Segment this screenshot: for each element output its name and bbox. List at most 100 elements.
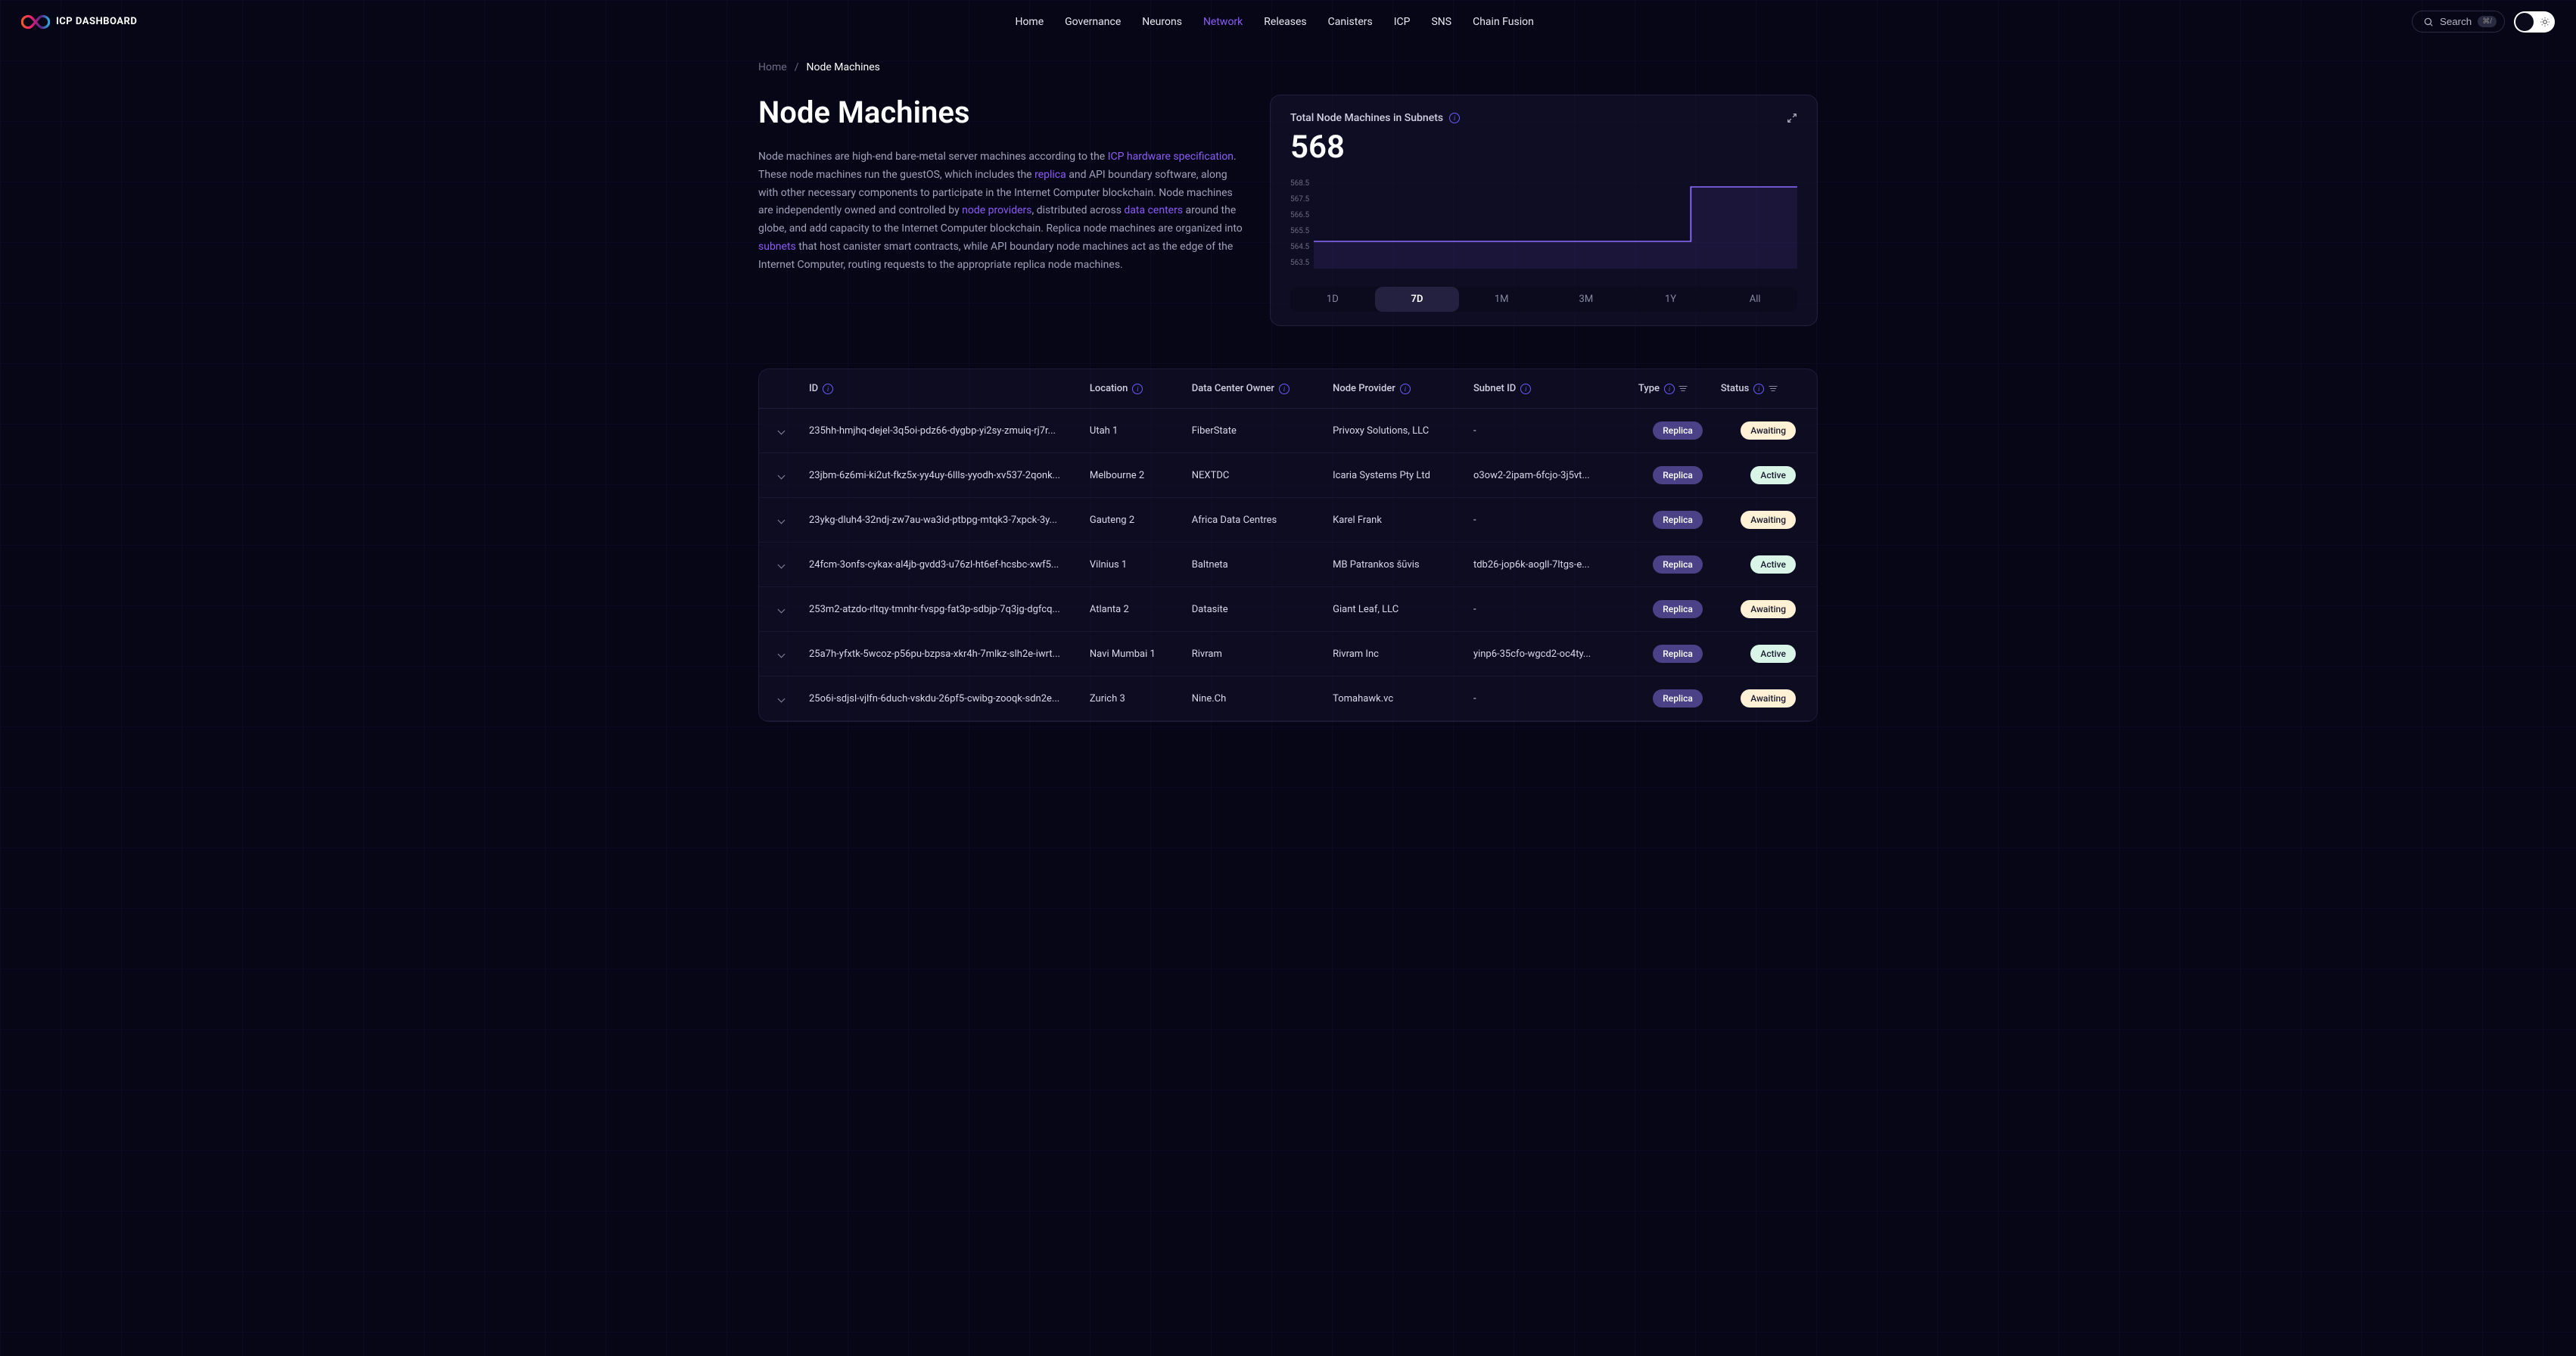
chart-svg — [1314, 178, 1797, 269]
range-tab-1y[interactable]: 1Y — [1629, 287, 1713, 312]
cell-provider[interactable]: MB Patrankos šūvis — [1324, 543, 1464, 587]
nav-item-icp[interactable]: ICP — [1394, 16, 1411, 28]
cell-provider[interactable]: Giant Leaf, LLC — [1324, 587, 1464, 632]
cell-owner[interactable]: Africa Data Centres — [1183, 498, 1324, 543]
cell-provider[interactable]: Icaria Systems Pty Ltd — [1324, 453, 1464, 498]
link-node-providers[interactable]: node providers — [962, 204, 1031, 216]
cell-owner[interactable]: Datasite — [1183, 587, 1324, 632]
info-icon[interactable]: i — [1449, 113, 1460, 123]
filter-icon[interactable] — [1679, 386, 1688, 392]
chart-title-wrap: Total Node Machines in Subnets i — [1290, 112, 1460, 124]
nav-item-chain-fusion[interactable]: Chain Fusion — [1473, 16, 1534, 28]
cell-provider[interactable]: Rivram Inc — [1324, 632, 1464, 676]
link-data-centers[interactable]: data centers — [1124, 204, 1183, 216]
range-tab-all[interactable]: All — [1713, 287, 1797, 312]
logo[interactable]: ICP DASHBOARD — [21, 14, 137, 30]
cell-id[interactable]: 25a7h-yfxtk-5wcoz-p56pu-bzpsa-xkr4h-7mlk… — [795, 632, 1081, 676]
cell-location[interactable]: Navi Mumbai 1 — [1081, 632, 1183, 676]
filter-icon[interactable] — [1769, 386, 1777, 392]
cell-subnet[interactable]: - — [1464, 409, 1629, 453]
info-icon[interactable]: i — [1520, 384, 1531, 394]
cell-provider[interactable]: Tomahawk.vc — [1324, 676, 1464, 721]
chart-title: Total Node Machines in Subnets — [1290, 112, 1443, 124]
info-icon[interactable]: i — [823, 384, 833, 394]
cell-id[interactable]: 23ykg-dluh4-32ndj-zw7au-wa3id-ptbpg-mtqk… — [795, 498, 1081, 543]
table-row: 25o6i-sdjsl-vjlfn-6duch-vskdu-26pf5-cwib… — [759, 676, 1817, 721]
chevron-down-icon[interactable] — [777, 516, 785, 524]
cell-subnet[interactable]: o3ow2-2ipam-6fcjo-3j5vt... — [1464, 453, 1629, 498]
nav-item-neurons[interactable]: Neurons — [1142, 16, 1182, 28]
search-button[interactable]: Search ⌘/ — [2412, 11, 2505, 33]
theme-toggle[interactable] — [2514, 11, 2555, 33]
table-card: IDi Locationi Data Center Owneri Node Pr… — [758, 369, 1818, 722]
cell-location[interactable]: Melbourne 2 — [1081, 453, 1183, 498]
link-replica[interactable]: replica — [1034, 169, 1066, 181]
intro: Node Machines Node machines are high-end… — [758, 95, 1243, 275]
cell-subnet[interactable]: - — [1464, 498, 1629, 543]
app-header: ICP DASHBOARD Home Governance Neurons Netwo… — [0, 0, 2576, 43]
th-type: Typei — [1629, 369, 1712, 409]
th-id: IDi — [795, 369, 1081, 409]
cell-owner[interactable]: Baltneta — [1183, 543, 1324, 587]
cell-owner[interactable]: Rivram — [1183, 632, 1324, 676]
nav-item-governance[interactable]: Governance — [1065, 16, 1121, 28]
th-owner: Data Center Owneri — [1183, 369, 1324, 409]
info-icon[interactable]: i — [1664, 384, 1675, 394]
cell-type: Replica — [1629, 498, 1712, 543]
cell-provider[interactable]: Privoxy Solutions, LLC — [1324, 409, 1464, 453]
chevron-down-icon[interactable] — [777, 471, 785, 479]
info-icon[interactable]: i — [1400, 384, 1411, 394]
sun-icon — [2540, 17, 2550, 27]
nav-item-network[interactable]: Network — [1203, 16, 1243, 28]
info-icon[interactable]: i — [1132, 384, 1143, 394]
chevron-down-icon[interactable] — [777, 561, 785, 568]
y-tick: 565.5 — [1290, 227, 1309, 235]
chevron-down-icon[interactable] — [777, 695, 785, 702]
expand-icon[interactable] — [1787, 113, 1797, 123]
cell-subnet[interactable]: - — [1464, 587, 1629, 632]
top-section: Node Machines Node machines are high-end… — [758, 95, 1818, 326]
table-row: 253m2-atzdo-rltqy-tmnhr-fvspg-fat3p-sdbj… — [759, 587, 1817, 632]
chevron-down-icon[interactable] — [777, 605, 785, 613]
chevron-down-icon[interactable] — [777, 427, 785, 434]
range-tab-7d[interactable]: 7D — [1375, 287, 1460, 312]
type-badge: Replica — [1653, 511, 1703, 529]
cell-location[interactable]: Gauteng 2 — [1081, 498, 1183, 543]
cell-owner[interactable]: FiberState — [1183, 409, 1324, 453]
nav-item-home[interactable]: Home — [1015, 16, 1044, 28]
cell-owner[interactable]: Nine.Ch — [1183, 676, 1324, 721]
cell-provider[interactable]: Karel Frank — [1324, 498, 1464, 543]
cell-owner[interactable]: NEXTDC — [1183, 453, 1324, 498]
range-tab-3m[interactable]: 3M — [1544, 287, 1629, 312]
chevron-down-icon[interactable] — [777, 650, 785, 658]
status-badge: Active — [1750, 555, 1796, 574]
nodes-table: IDi Locationi Data Center Owneri Node Pr… — [759, 369, 1817, 721]
cell-id[interactable]: 23jbm-6z6mi-ki2ut-fkz5x-yy4uy-6llls-yyod… — [795, 453, 1081, 498]
cell-location[interactable]: Atlanta 2 — [1081, 587, 1183, 632]
cell-location[interactable]: Zurich 3 — [1081, 676, 1183, 721]
chart-area: 568.5567.5566.5565.5564.5563.5 — [1290, 178, 1797, 269]
cell-subnet[interactable]: yinp6-35cfo-wgcd2-oc4ty... — [1464, 632, 1629, 676]
nav-item-sns[interactable]: SNS — [1431, 16, 1451, 28]
cell-id[interactable]: 25o6i-sdjsl-vjlfn-6duch-vskdu-26pf5-cwib… — [795, 676, 1081, 721]
range-tab-1m[interactable]: 1M — [1459, 287, 1544, 312]
cell-location[interactable]: Utah 1 — [1081, 409, 1183, 453]
cell-id[interactable]: 24fcm-3onfs-cykax-al4jb-gvdd3-u76zl-ht6e… — [795, 543, 1081, 587]
cell-id[interactable]: 253m2-atzdo-rltqy-tmnhr-fvspg-fat3p-sdbj… — [795, 587, 1081, 632]
status-badge: Awaiting — [1741, 689, 1796, 708]
cell-location[interactable]: Vilnius 1 — [1081, 543, 1183, 587]
status-badge: Awaiting — [1741, 511, 1796, 529]
cell-subnet[interactable]: tdb26-jop6k-aogll-7ltgs-e... — [1464, 543, 1629, 587]
breadcrumb-home[interactable]: Home — [758, 61, 787, 73]
info-icon[interactable]: i — [1753, 384, 1764, 394]
nav-item-canisters[interactable]: Canisters — [1328, 16, 1373, 28]
cell-status: Awaiting — [1712, 676, 1817, 721]
cell-subnet[interactable]: - — [1464, 676, 1629, 721]
cell-id[interactable]: 235hh-hmjhq-dejel-3q5oi-pdz66-dygbp-yi2s… — [795, 409, 1081, 453]
nav-item-releases[interactable]: Releases — [1264, 16, 1306, 28]
cell-type: Replica — [1629, 676, 1712, 721]
info-icon[interactable]: i — [1279, 384, 1290, 394]
range-tab-1d[interactable]: 1D — [1290, 287, 1375, 312]
link-hw-spec[interactable]: ICP hardware specification — [1108, 151, 1234, 163]
link-subnets[interactable]: subnets — [758, 241, 796, 253]
